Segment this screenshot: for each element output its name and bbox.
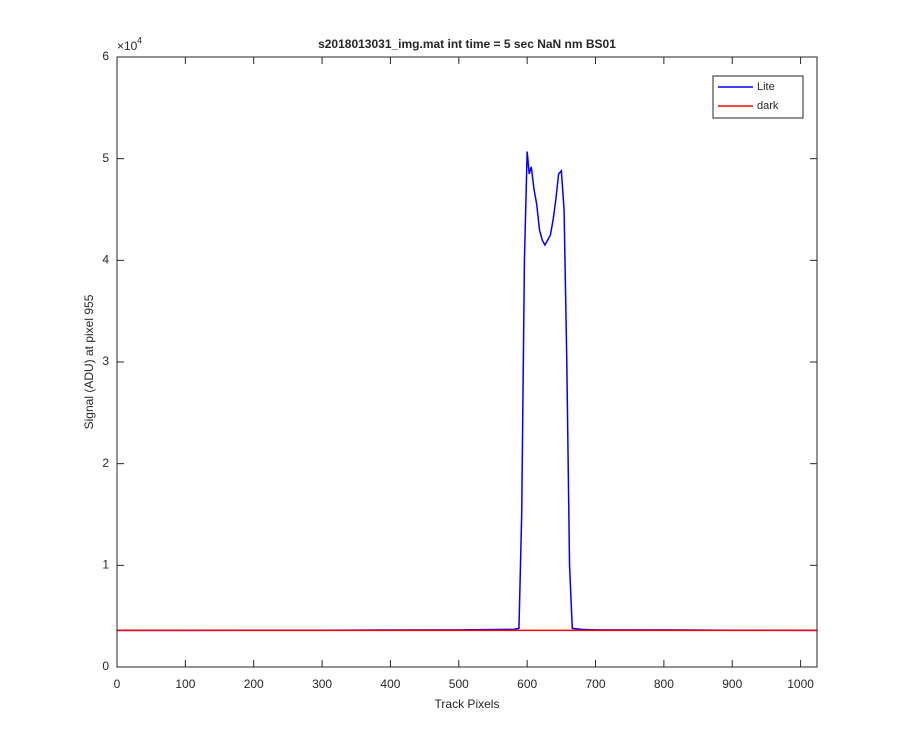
y-tick-label: 1 <box>102 558 109 572</box>
y-tick-label: 5 <box>102 151 109 165</box>
legend-label: Lite <box>757 81 775 93</box>
y-axis-label: Signal (ADU) at pixel 955 <box>82 294 96 429</box>
y-tick-label: 2 <box>102 456 109 470</box>
x-tick-label: 900 <box>722 677 742 691</box>
x-tick-label: 800 <box>654 677 674 691</box>
y-tick-label: 6 <box>102 49 109 63</box>
x-tick-label: 0 <box>114 677 121 691</box>
chart-title: s2018013031_img.mat int time = 5 sec NaN… <box>318 37 616 51</box>
x-tick-label: 600 <box>517 677 537 691</box>
x-tick-label: 500 <box>449 677 469 691</box>
y-tick-label: 4 <box>102 253 109 267</box>
x-tick-label: 200 <box>244 677 264 691</box>
x-tick-label: 300 <box>312 677 332 691</box>
x-tick-label: 400 <box>380 677 400 691</box>
x-tick-label: 1000 <box>787 677 814 691</box>
x-tick-label: 100 <box>175 677 195 691</box>
plot-frame <box>116 56 818 668</box>
x-tick-label: 700 <box>586 677 606 691</box>
legend-label: dark <box>757 100 779 112</box>
legend-box <box>712 75 804 119</box>
x-axis-label: Track Pixels <box>435 697 500 711</box>
y-multiplier-exponent: 4 <box>137 35 142 45</box>
y-tick-label: 3 <box>102 354 109 368</box>
y-tick-label: 0 <box>102 659 109 673</box>
y-multiplier: ×10 <box>117 39 138 53</box>
